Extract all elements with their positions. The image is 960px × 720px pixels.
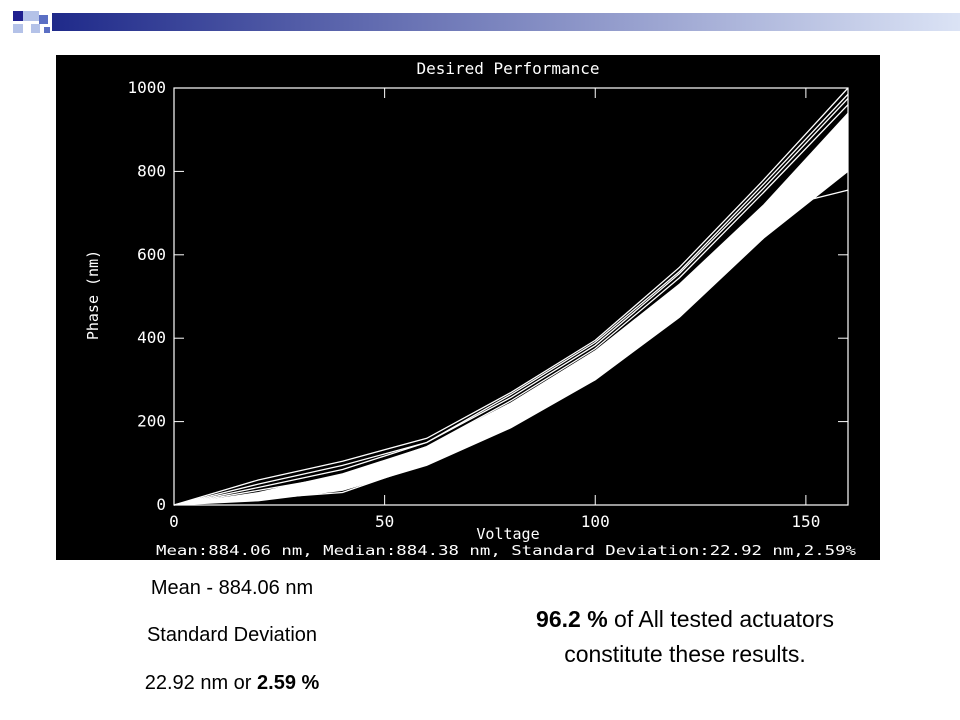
std-percent: 2.59 %	[257, 672, 320, 694]
phase-voltage-chart: Desired Performance 0 50 100 150 0 200 400 600 8…	[84, 59, 856, 559]
actuator-curve-2	[173, 93, 849, 506]
header-gradient-bar	[52, 13, 960, 31]
x-tick-label: 50	[375, 512, 394, 531]
actuator-curves	[173, 87, 849, 506]
plot-panel: Desired Performance 0 50 100 150 0 200 400 600 8…	[56, 55, 880, 560]
performance-band	[173, 111, 849, 506]
std-deviation-label: Standard Deviation	[146, 624, 318, 646]
x-tick-label: 0	[169, 512, 179, 531]
deco-square-light-3	[31, 24, 40, 33]
result-summary: 96.2 % of All tested actuators constitut…	[490, 602, 880, 672]
deco-square-light-1	[23, 11, 39, 21]
actuator-curve-4	[173, 104, 849, 506]
y-tick-label: 0	[156, 495, 166, 514]
y-tick-label: 400	[137, 328, 166, 347]
tick-labels: 0 50 100 150 0 200 400 600 800 1000	[127, 78, 820, 531]
band-area	[173, 111, 849, 506]
std-deviation-value: 22.92 nm or 2.59 %	[56, 672, 408, 695]
axes	[173, 87, 849, 506]
y-tick-label: 1000	[127, 78, 166, 97]
x-tick-label: 100	[581, 512, 610, 531]
stats-caption: Mean:884.06 nm, Median:884.38 nm, Standa…	[156, 544, 856, 559]
result-percent: 96.2 %	[536, 606, 608, 632]
y-tick-label: 800	[137, 161, 166, 180]
deco-square-small	[44, 27, 50, 33]
y-tick-label: 200	[137, 412, 166, 431]
deco-square-dark	[13, 11, 23, 21]
actuator-curve-1	[173, 87, 849, 506]
actuator-curve-6	[173, 189, 849, 506]
plot-frame	[173, 87, 849, 506]
x-tick-label: 150	[791, 512, 820, 531]
result-text: of All tested actuators constitute these…	[564, 606, 834, 667]
slide-decoration	[13, 11, 960, 33]
x-axis-label: Voltage	[476, 525, 539, 543]
chart-title: Desired Performance	[416, 59, 599, 78]
actuator-curve-5	[173, 162, 849, 506]
y-axis-label: Phase (nm)	[84, 250, 102, 340]
deco-square-light-2	[13, 24, 23, 33]
deco-square-mid	[39, 15, 48, 24]
actuator-curve-3	[173, 97, 849, 506]
mean-value: Mean - 884.06 nm	[150, 577, 314, 599]
std-value-text: 22.92 nm or	[144, 672, 258, 694]
y-tick-label: 600	[137, 245, 166, 264]
